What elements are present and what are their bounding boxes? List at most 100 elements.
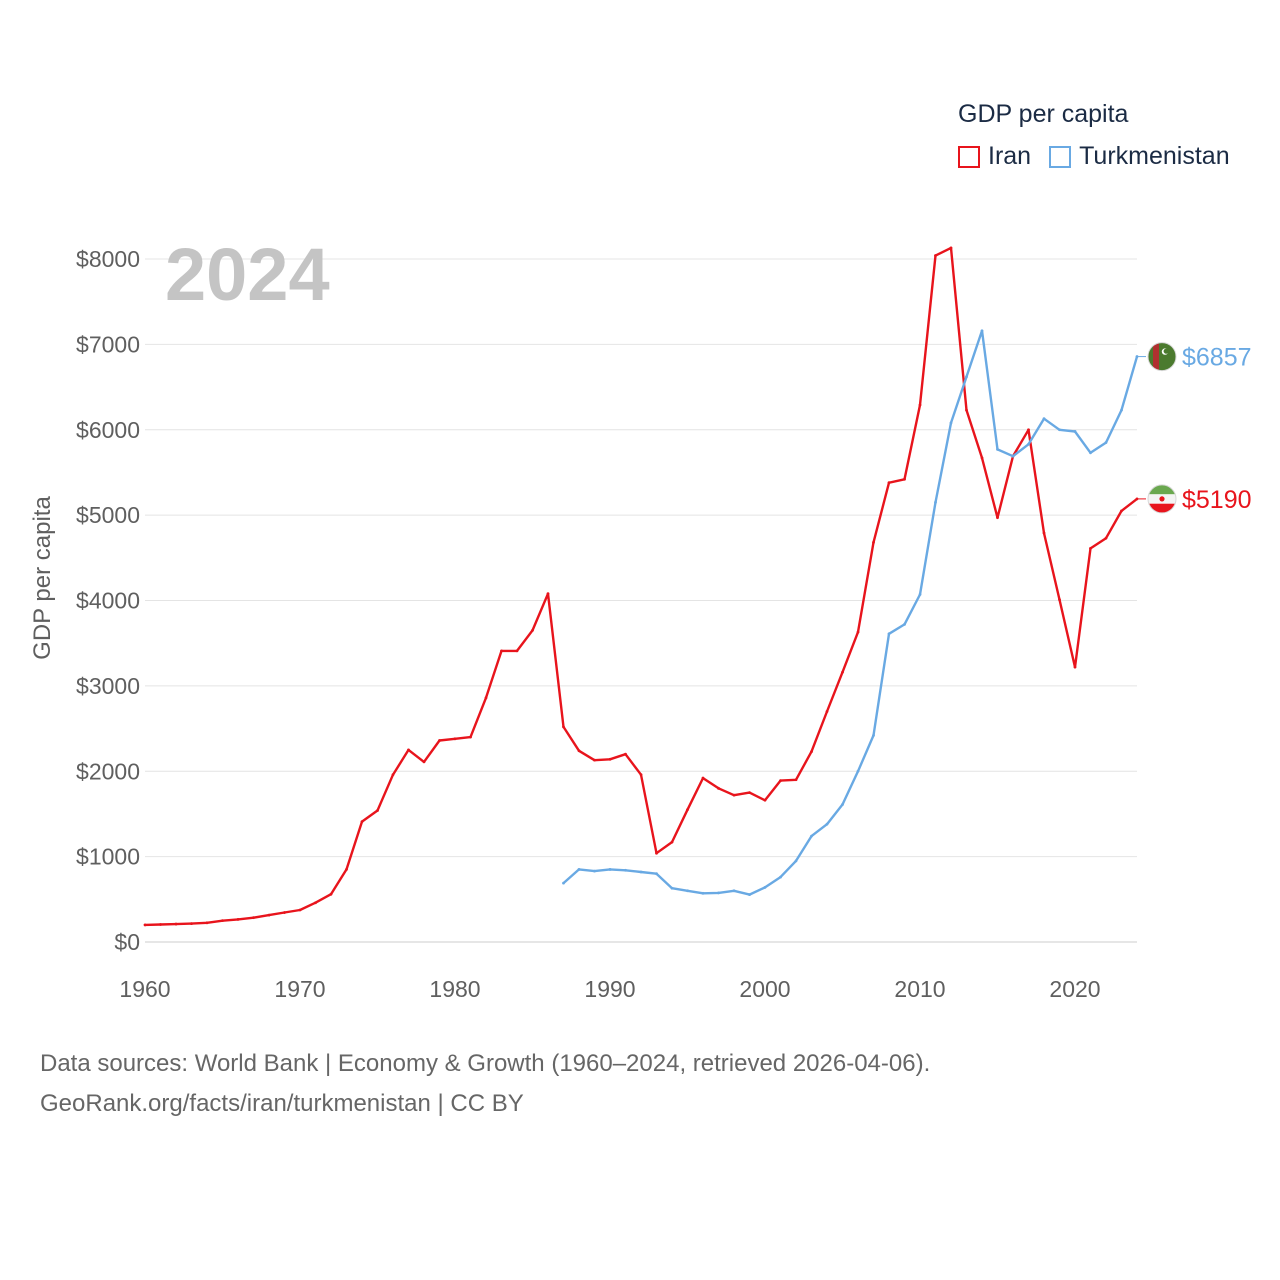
legend-label-iran: Iran <box>988 142 1032 170</box>
data-point <box>856 769 860 773</box>
data-point <box>763 798 767 802</box>
data-point <box>593 869 596 873</box>
data-point <box>500 649 503 653</box>
data-point <box>1058 598 1061 602</box>
data-point <box>918 403 922 407</box>
data-point <box>1073 665 1077 669</box>
legend: Iran Turkmenistan <box>958 142 1248 171</box>
data-point <box>205 921 209 925</box>
y-tick-label: $6000 <box>76 417 140 443</box>
data-point <box>949 246 953 250</box>
end-label-iran: $5190 <box>1182 486 1252 514</box>
data-point <box>794 859 798 863</box>
data-point <box>1058 428 1061 432</box>
data-point <box>655 851 658 855</box>
legend-item-iran[interactable]: Iran <box>958 142 1031 171</box>
data-point <box>174 922 178 926</box>
data-point <box>841 803 844 806</box>
data-point <box>670 886 674 890</box>
data-point <box>562 725 565 729</box>
series-line-turkmenistan[interactable] <box>562 329 1139 896</box>
data-point <box>949 421 953 425</box>
data-point <box>360 820 364 824</box>
data-point <box>825 822 829 826</box>
data-point <box>934 500 937 504</box>
y-axis-label: GDP per capita <box>29 496 56 660</box>
data-point <box>996 516 999 520</box>
data-point <box>422 760 426 764</box>
data-point <box>1027 442 1030 446</box>
x-tick-label: 1990 <box>584 976 635 1002</box>
data-point <box>965 375 968 379</box>
data-point <box>996 447 999 451</box>
data-point <box>810 834 813 838</box>
data-point <box>1120 408 1123 412</box>
data-point <box>391 773 395 777</box>
data-point <box>283 911 286 914</box>
data-point <box>1089 547 1092 550</box>
data-point <box>438 739 441 742</box>
y-tick-label: $0 <box>114 929 140 955</box>
data-point <box>655 872 658 876</box>
iran-flag-icon <box>1147 484 1177 514</box>
data-point <box>717 891 720 895</box>
data-point <box>980 456 984 460</box>
data-point <box>980 329 984 333</box>
y-axis-ticks: $0 $1000 $2000 $3000 $4000 $5000 $6000 $7000 $80… <box>76 246 140 955</box>
data-point <box>407 748 410 752</box>
series-line-iran[interactable] <box>144 246 1138 927</box>
data-point <box>686 889 689 893</box>
y-tick-label: $5000 <box>76 502 140 528</box>
legend-item-turkmenistan[interactable]: Turkmenistan <box>1049 142 1230 171</box>
data-point <box>810 750 813 754</box>
x-axis-ticks: 1960 1970 1980 1990 2000 2010 2020 <box>119 976 1100 1002</box>
legend-label-turkmenistan: Turkmenistan <box>1079 142 1230 170</box>
x-tick-label: 1970 <box>274 976 325 1002</box>
data-point <box>143 923 147 927</box>
data-point <box>577 749 581 753</box>
data-point <box>825 710 829 713</box>
data-point <box>593 758 596 762</box>
data-point <box>670 840 674 844</box>
x-tick-label: 1980 <box>429 976 480 1002</box>
y-tick-label: $4000 <box>76 588 140 614</box>
data-point <box>1073 430 1077 433</box>
gridlines <box>145 258 1137 943</box>
legend-title: GDP per capita <box>958 100 1129 128</box>
data-point <box>841 670 844 674</box>
data-point <box>701 891 705 895</box>
data-point <box>887 632 891 636</box>
data-point <box>732 889 736 893</box>
footer-link[interactable]: GeoRank.org/facts/iran/turkmenistan | CC… <box>40 1090 524 1117</box>
turkmenistan-flag-icon <box>1147 342 1177 372</box>
y-tick-label: $7000 <box>76 331 140 357</box>
footer-sources: Data sources: World Bank | Economy & Gro… <box>40 1050 931 1077</box>
data-point <box>546 592 550 596</box>
data-point <box>562 881 565 885</box>
data-point <box>453 737 457 741</box>
data-point <box>701 776 705 780</box>
data-point <box>779 875 782 879</box>
y-tick-label: $3000 <box>76 673 140 699</box>
data-point <box>267 913 271 917</box>
data-point <box>252 916 255 920</box>
data-point <box>345 868 348 871</box>
data-point <box>748 791 751 794</box>
x-tick-label: 1960 <box>119 976 170 1002</box>
data-point <box>1011 454 1015 458</box>
series-end-markers: $5190 $6857 <box>1137 342 1252 514</box>
data-point <box>469 735 472 739</box>
data-point <box>1042 531 1046 535</box>
data-point <box>577 868 581 871</box>
data-point <box>794 778 798 782</box>
data-point <box>918 593 922 596</box>
legend-swatch-turkmenistan <box>1049 145 1072 168</box>
series-lines <box>143 246 1139 927</box>
legend-swatch-iran <box>958 145 980 168</box>
data-point <box>872 733 875 737</box>
data-point <box>484 696 488 700</box>
data-point <box>159 923 162 926</box>
year-watermark: 2024 <box>165 233 330 316</box>
data-point <box>221 919 224 923</box>
x-tick-label: 2010 <box>894 976 945 1002</box>
